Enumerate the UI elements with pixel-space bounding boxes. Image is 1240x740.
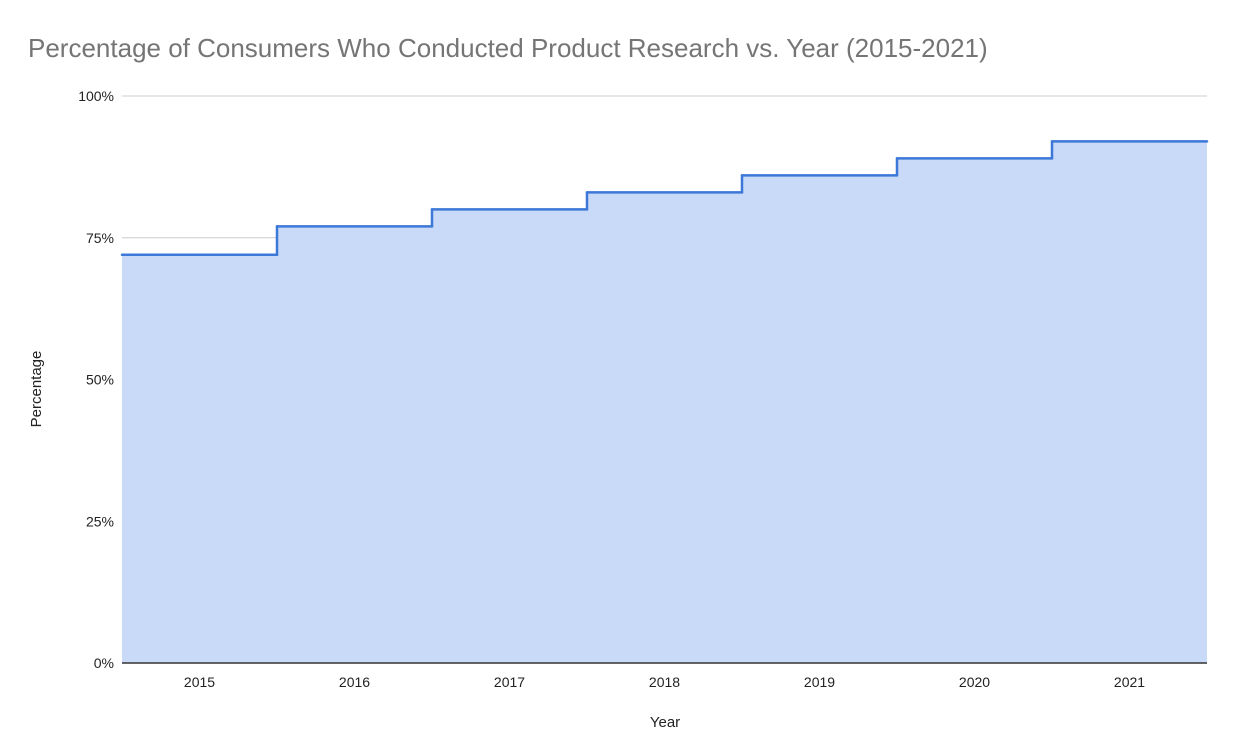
x-axis-title: Year: [650, 714, 680, 731]
x-tick-label: 2021: [1114, 674, 1145, 690]
x-tick-label: 2018: [649, 674, 680, 690]
y-tick-label: 25%: [86, 513, 114, 529]
y-axis-ticks: 0% 25% 50% 75% 100%: [78, 88, 114, 671]
y-tick-label: 75%: [86, 230, 114, 246]
x-tick-label: 2017: [494, 674, 525, 690]
plot-area: [120, 140, 1209, 664]
y-tick-label: 0%: [94, 655, 114, 671]
y-tick-label: 100%: [78, 88, 114, 104]
x-tick-label: 2016: [339, 674, 370, 690]
area-fill: [122, 141, 1207, 664]
x-axis-ticks: 2015 2016 2017 2018 2019 2020 2021: [184, 674, 1145, 690]
chart-title: Percentage of Consumers Who Conducted Pr…: [28, 33, 988, 63]
y-axis-title: Percentage: [28, 351, 45, 428]
x-tick-label: 2020: [959, 674, 990, 690]
x-tick-label: 2015: [184, 674, 215, 690]
x-tick-label: 2019: [804, 674, 835, 690]
y-tick-label: 50%: [86, 372, 114, 388]
